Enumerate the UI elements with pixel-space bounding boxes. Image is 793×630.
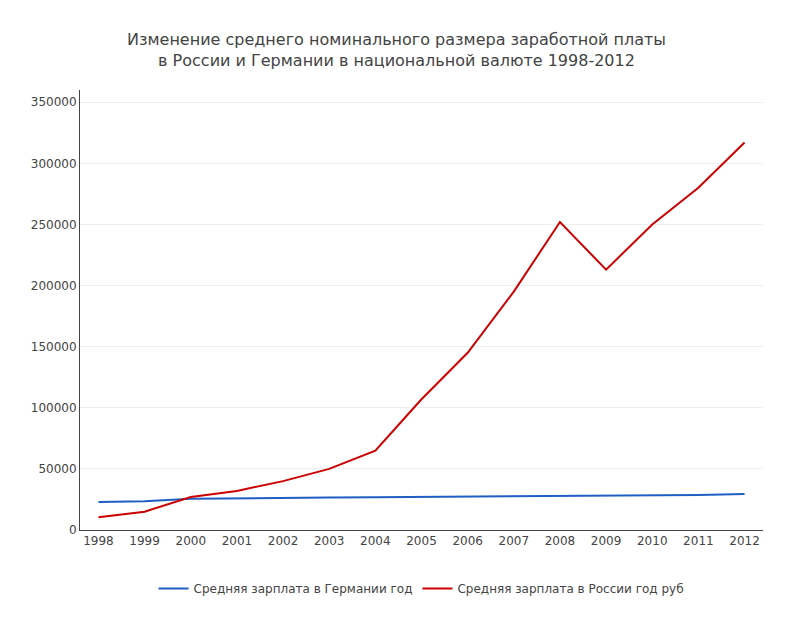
svg-text:2009: 2009 bbox=[591, 534, 622, 548]
svg-text:200000: 200000 bbox=[31, 279, 77, 293]
svg-text:350000: 350000 bbox=[31, 95, 77, 109]
svg-text:0: 0 bbox=[69, 523, 77, 537]
svg-text:2006: 2006 bbox=[452, 534, 483, 548]
svg-text:100000: 100000 bbox=[31, 401, 77, 415]
svg-text:Средняя зарплата в России год: Средняя зарплата в России год руб bbox=[457, 582, 683, 596]
svg-text:2000: 2000 bbox=[175, 534, 206, 548]
svg-text:2010: 2010 bbox=[637, 534, 668, 548]
svg-text:2002: 2002 bbox=[268, 534, 299, 548]
svg-text:2008: 2008 bbox=[545, 534, 576, 548]
svg-text:50000: 50000 bbox=[38, 462, 76, 476]
svg-text:150000: 150000 bbox=[31, 340, 77, 354]
svg-text:250000: 250000 bbox=[31, 218, 77, 232]
svg-text:2011: 2011 bbox=[683, 534, 714, 548]
svg-text:2001: 2001 bbox=[222, 534, 253, 548]
svg-text:1998: 1998 bbox=[83, 534, 114, 548]
svg-text:2003: 2003 bbox=[314, 534, 345, 548]
svg-text:Изменение среднего номинальног: Изменение среднего номинального размера … bbox=[127, 30, 666, 70]
svg-text:2012: 2012 bbox=[729, 534, 760, 548]
svg-text:2007: 2007 bbox=[499, 534, 530, 548]
svg-text:2005: 2005 bbox=[406, 534, 437, 548]
svg-text:2004: 2004 bbox=[360, 534, 391, 548]
svg-text:300000: 300000 bbox=[31, 157, 77, 171]
svg-text:1999: 1999 bbox=[129, 534, 160, 548]
svg-text:Средняя зарплата в Германии го: Средняя зарплата в Германии год bbox=[194, 582, 413, 596]
